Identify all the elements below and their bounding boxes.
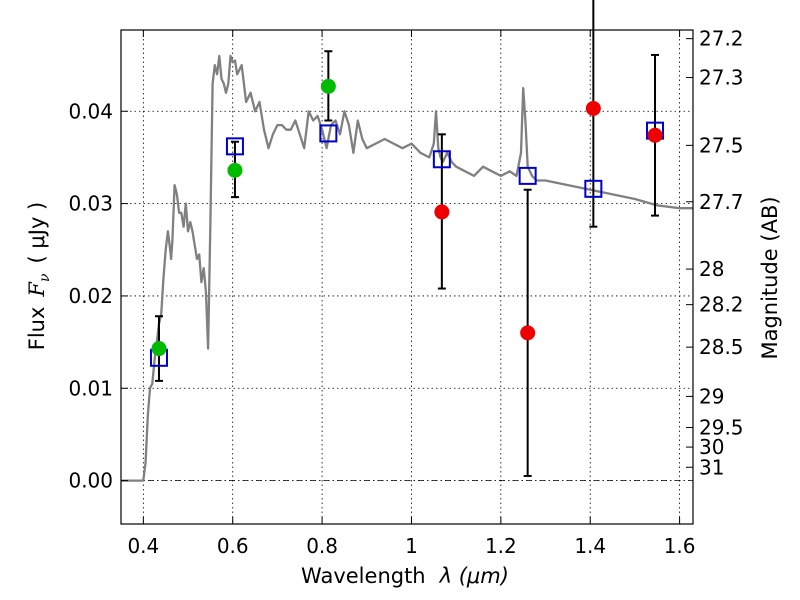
model-sed-layer <box>121 54 693 482</box>
right-tick-label: 27.2 <box>699 27 744 51</box>
x-tick-label: 0.8 <box>306 534 338 558</box>
red-data-point <box>520 325 536 341</box>
right-tick-label: 28.5 <box>699 335 744 359</box>
model-photometry-square <box>518 166 537 185</box>
right-tick-label: 27.5 <box>699 133 744 157</box>
right-tick-label: 29.5 <box>699 415 744 439</box>
x-tick-label: 1.6 <box>664 534 696 558</box>
right-tick-label: 31 <box>699 455 724 479</box>
green-data-point <box>320 78 336 94</box>
y-tick-label: 0.01 <box>68 376 113 400</box>
model-photometry-layer <box>149 121 665 367</box>
axis-ticks: 0.4 0.6 0.8 1 1.2 1.4 1.6 0.00 0.01 0.02 0.03 0.04 2… <box>68 27 743 558</box>
x-tick-label: 1.4 <box>574 534 606 558</box>
right-tick-label: 28 <box>699 257 724 281</box>
y-tick-label: 0.03 <box>68 192 113 216</box>
observed-points-layer <box>151 78 663 357</box>
red-data-point <box>647 127 663 143</box>
red-data-point <box>434 204 450 220</box>
model-photometry-square <box>432 150 451 169</box>
grid <box>121 30 693 524</box>
x-tick-label: 1.2 <box>485 534 517 558</box>
red-data-point <box>585 100 601 116</box>
right-tick-label: 30 <box>699 435 724 459</box>
right-tick-label: 28.2 <box>699 293 744 317</box>
model-sed-line <box>121 54 693 482</box>
y-tick-label: 0.00 <box>68 469 113 493</box>
right-tick-label: 27.7 <box>699 190 744 214</box>
x-tick-label: 1 <box>405 534 418 558</box>
right-tick-label: 29 <box>699 384 724 408</box>
errorbar-layer <box>154 0 660 477</box>
green-data-point <box>151 341 167 357</box>
y-tick-label: 0.02 <box>68 284 113 308</box>
x-tick-label: 0.4 <box>127 534 159 558</box>
right-axis-label: Magnitude (AB) <box>758 196 782 359</box>
green-data-point <box>227 162 243 178</box>
y-axis-label: FluxFν( μJy ) <box>25 202 53 350</box>
model-photometry-square <box>225 137 244 156</box>
model-photometry-square <box>584 179 603 198</box>
x-tick-label: 0.6 <box>217 534 249 558</box>
right-tick-label: 27.3 <box>699 66 744 90</box>
y-tick-label: 0.04 <box>68 99 113 123</box>
plot-frame <box>120 29 694 525</box>
x-axis-label: Wavelength λ (μm) <box>301 564 509 588</box>
model-photometry-square <box>319 124 338 143</box>
